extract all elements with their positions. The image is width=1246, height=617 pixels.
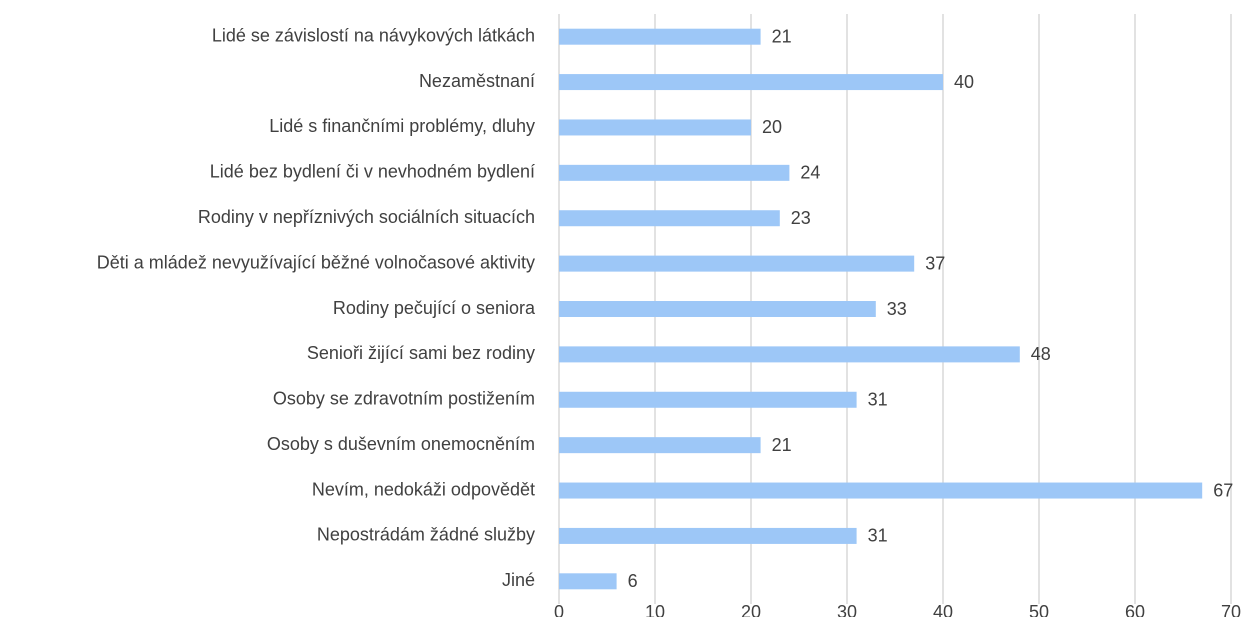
y-tick-label: Lidé bez bydlení či v nevhodném bydlení [210, 162, 535, 182]
bar [559, 210, 780, 227]
y-tick-label: Osoby s duševním onemocněním [267, 434, 535, 454]
data-label: 24 [800, 163, 820, 183]
y-tick-label: Děti a mládež nevyužívající běžné volnoč… [97, 252, 535, 272]
x-tick-label: 0 [554, 602, 564, 617]
data-label: 6 [628, 571, 638, 591]
bar [559, 255, 915, 272]
x-tick-label: 40 [933, 602, 953, 617]
y-tick-label: Nevím, nedokáži odpovědět [312, 479, 535, 499]
bar [559, 346, 1020, 363]
bar [559, 164, 790, 181]
bar [559, 391, 857, 408]
x-tick-label: 20 [741, 602, 761, 617]
y-tick-label: Nepostrádám žádné služby [317, 525, 535, 545]
y-tick-label: Nezaměstnaní [419, 71, 535, 91]
bar [559, 573, 617, 590]
x-tick-label: 70 [1221, 602, 1241, 617]
bar [559, 437, 761, 454]
bar [559, 527, 857, 544]
x-tick-label: 50 [1029, 602, 1049, 617]
y-tick-label: Rodiny v nepříznivých sociálních situací… [198, 207, 535, 227]
data-label: 33 [887, 299, 907, 319]
data-label: 21 [772, 435, 792, 455]
bar [559, 482, 1203, 499]
bar [559, 74, 943, 91]
bar [559, 119, 751, 136]
y-tick-label: Rodiny pečující o seniora [333, 298, 536, 318]
y-tick-label: Lidé se závislostí na návykových látkách [212, 25, 535, 45]
y-tick-label: Jiné [502, 570, 535, 590]
data-label: 67 [1213, 480, 1233, 500]
data-label: 21 [772, 26, 792, 46]
x-tick-label: 60 [1125, 602, 1145, 617]
x-tick-label: 10 [645, 602, 665, 617]
y-tick-label: Lidé s finančními problémy, dluhy [269, 116, 535, 136]
bar [559, 28, 761, 45]
data-label: 40 [954, 72, 974, 92]
data-label: 37 [925, 253, 945, 273]
y-tick-label: Osoby se zdravotním postižením [273, 389, 535, 409]
data-label: 23 [791, 208, 811, 228]
y-tick-label: Senioři žijící sami bez rodiny [307, 343, 535, 363]
data-label: 31 [868, 390, 888, 410]
bar [559, 301, 876, 317]
x-tick-label: 30 [837, 602, 857, 617]
data-label: 48 [1031, 344, 1051, 364]
data-label: 20 [762, 117, 782, 137]
data-label: 31 [868, 526, 888, 546]
